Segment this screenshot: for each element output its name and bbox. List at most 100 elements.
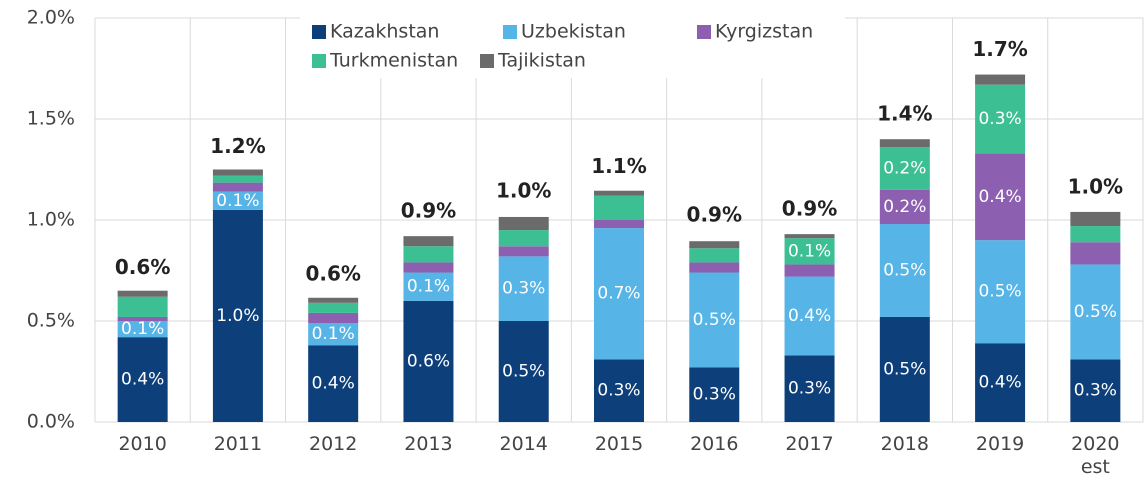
bar-segment xyxy=(212,191,263,210)
bar-segment xyxy=(1070,242,1121,265)
total-label: 0.9% xyxy=(782,197,837,221)
total-label: 0.6% xyxy=(305,261,360,285)
bar-segment xyxy=(784,238,835,265)
x-tick-label: 2020 est xyxy=(1071,433,1120,478)
bar-segment xyxy=(498,246,549,257)
bar-segment xyxy=(498,216,549,231)
bar-segment xyxy=(212,169,263,176)
y-tick-label: 1.0% xyxy=(27,209,75,231)
data-label: 0.4% xyxy=(312,374,355,394)
bar-segment xyxy=(403,272,454,301)
data-label: 0.1% xyxy=(312,324,355,344)
bar-segment xyxy=(308,297,359,303)
x-tick-label: 2010 xyxy=(118,433,167,455)
bar-segment xyxy=(1070,264,1121,360)
data-label: 0.2% xyxy=(883,197,926,217)
total-label: 1.4% xyxy=(877,102,932,126)
data-label: 0.3% xyxy=(788,379,831,399)
total-label: 0.9% xyxy=(401,199,456,223)
legend-swatch xyxy=(697,25,711,39)
x-tick-label: 2018 xyxy=(880,433,929,455)
bar-segment xyxy=(784,276,835,356)
data-label: 0.4% xyxy=(978,373,1021,393)
bar-segment xyxy=(594,190,644,196)
bar-segment xyxy=(308,323,359,346)
total-label: 1.0% xyxy=(1068,174,1123,198)
data-label: 0.5% xyxy=(883,359,926,379)
bar-segment xyxy=(117,316,168,321)
bar-segment xyxy=(975,240,1026,344)
bar-segment xyxy=(1070,359,1121,422)
bar-segment xyxy=(498,321,549,422)
legend-label: Kyrgizstan xyxy=(715,21,813,43)
data-label: 0.3% xyxy=(502,279,545,299)
bar-segment xyxy=(594,220,644,229)
bar-segment xyxy=(308,345,359,422)
bar-segment xyxy=(975,84,1026,154)
data-label: 0.3% xyxy=(1074,381,1117,401)
y-tick-label: 1.5% xyxy=(27,108,75,130)
data-label: 0.5% xyxy=(978,282,1021,302)
y-tick-label: 2.0% xyxy=(27,7,75,29)
bar-segment xyxy=(784,234,835,239)
bar-segment xyxy=(403,262,454,273)
bar-segment xyxy=(308,302,359,313)
total-label: 1.2% xyxy=(210,134,265,158)
bar-segment xyxy=(212,175,263,183)
total-label: 1.1% xyxy=(591,154,646,178)
y-tick-label: 0.0% xyxy=(27,411,75,433)
data-label: 0.1% xyxy=(788,241,831,261)
x-tick-label: 2017 xyxy=(785,433,834,455)
bar-segment xyxy=(879,224,930,317)
bar-segment xyxy=(784,264,835,277)
bar-segment xyxy=(594,228,644,360)
data-label: 0.3% xyxy=(597,381,640,401)
bar-segment xyxy=(212,209,263,422)
x-tick-label: 2019 xyxy=(975,433,1025,455)
legend-swatch xyxy=(480,54,494,68)
bar-segment xyxy=(784,355,835,422)
legend-swatch xyxy=(312,54,326,68)
bar-segment xyxy=(879,147,930,190)
bar-segment xyxy=(689,272,740,368)
data-label: 0.5% xyxy=(693,310,736,330)
bar-segment xyxy=(1070,211,1121,227)
data-label: 0.3% xyxy=(693,385,736,405)
bar-segment xyxy=(594,195,644,220)
data-label: 0.1% xyxy=(407,277,450,297)
bar-segment xyxy=(879,139,930,148)
legend-label: Turkmenistan xyxy=(329,50,458,72)
bar-segment xyxy=(879,189,930,225)
x-tick-label: 2011 xyxy=(213,433,263,455)
y-tick-label: 0.5% xyxy=(27,310,75,332)
legend-label: Kazakhstan xyxy=(330,21,439,43)
total-label: 0.6% xyxy=(115,255,170,279)
bar-segment xyxy=(403,236,454,247)
total-label: 0.9% xyxy=(687,203,742,227)
x-tick-label: 2016 xyxy=(690,433,739,455)
bar-segment xyxy=(498,230,549,247)
legend-swatch xyxy=(503,25,517,39)
bar-segment xyxy=(689,367,740,422)
legend-swatch xyxy=(312,25,326,39)
data-label: 0.1% xyxy=(121,319,164,339)
total-label: 1.7% xyxy=(972,37,1027,61)
bar-segment xyxy=(975,74,1026,85)
x-tick-label: 2013 xyxy=(404,433,453,455)
legend-label: Tajikistan xyxy=(497,50,586,72)
legend-bg xyxy=(300,16,845,78)
data-label: 1.0% xyxy=(216,306,259,326)
bar-segment xyxy=(308,312,359,324)
bar-segment xyxy=(879,316,930,422)
data-label: 0.6% xyxy=(407,351,450,371)
bar-segment xyxy=(117,290,168,297)
bar-segment xyxy=(212,182,263,192)
data-label: 0.2% xyxy=(883,158,926,178)
bar-segment xyxy=(117,337,168,422)
legend-label: Uzbekistan xyxy=(521,21,626,43)
bar-segment xyxy=(689,241,740,249)
bar-segment xyxy=(689,248,740,263)
data-label: 0.5% xyxy=(502,362,545,382)
